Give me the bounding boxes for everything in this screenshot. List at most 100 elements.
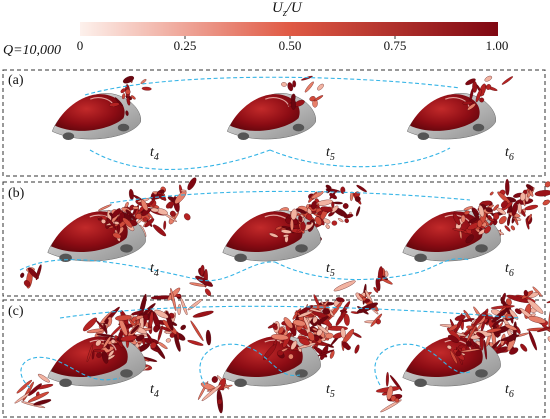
vortex-structure xyxy=(276,350,284,356)
vortex-structure xyxy=(466,325,477,342)
time-label: t4 xyxy=(150,145,159,163)
colorbar-tick-label: 0 xyxy=(76,38,84,53)
time-label: t6 xyxy=(505,382,514,400)
vortex-structure xyxy=(517,203,522,214)
vortex-structure xyxy=(527,299,544,314)
vortex-structure xyxy=(35,264,42,281)
vortex-structure xyxy=(108,350,115,357)
vortex-structure xyxy=(306,213,313,221)
vortex-structure xyxy=(312,327,318,332)
vortex-structure xyxy=(28,383,42,396)
vortex-structure xyxy=(120,335,137,342)
vortex-structure xyxy=(460,214,466,223)
vortex-structure xyxy=(150,341,157,349)
vortex-structure xyxy=(269,232,279,238)
vortex-structure xyxy=(180,297,188,316)
vortex-structure xyxy=(298,215,303,223)
vortex-structure xyxy=(472,209,479,219)
vortex-structure xyxy=(520,343,528,352)
vortex-structure xyxy=(489,220,494,226)
vortex-structure xyxy=(483,339,487,360)
vortex-structure xyxy=(199,264,205,277)
vortex-structure xyxy=(288,353,294,360)
trajectory-line xyxy=(374,343,471,386)
colorbar-tick-label: 1.00 xyxy=(485,38,509,53)
vortex-structure xyxy=(102,336,112,349)
vortex-structure xyxy=(33,399,52,406)
vortex-structure xyxy=(141,86,152,91)
vortex-structure xyxy=(290,98,297,110)
car-vortex-shell xyxy=(410,94,480,131)
vortex-structure xyxy=(283,317,293,329)
vortex-structure xyxy=(300,221,306,231)
vortex-structure xyxy=(448,324,458,332)
vortex-structure xyxy=(377,266,383,282)
vortex-structure xyxy=(130,324,140,335)
vortex-structure xyxy=(463,210,470,215)
vortex-structure xyxy=(114,221,120,225)
vortex-structure xyxy=(169,210,176,217)
vortex-structure xyxy=(530,186,534,192)
panel-label-b: (b) xyxy=(8,186,25,201)
vortex-structure xyxy=(380,399,402,413)
car-vortex-shell xyxy=(230,94,300,131)
vortex-structure xyxy=(463,206,473,211)
vortex-structure xyxy=(287,82,294,92)
vortex-structure xyxy=(330,205,339,213)
vortex-structure xyxy=(292,80,297,88)
vortex-structure xyxy=(322,308,331,315)
colorbar-tick-label: 0.25 xyxy=(173,38,197,53)
vortex-structure xyxy=(115,314,132,321)
vortex-structure xyxy=(217,398,223,405)
vortex-structure xyxy=(489,191,494,196)
vortex-structure xyxy=(384,270,389,277)
vortex-structure xyxy=(122,217,133,228)
vortex-structure xyxy=(313,95,324,102)
vortex-structure xyxy=(98,204,112,211)
time-label: t5 xyxy=(326,382,335,400)
vortex-structure xyxy=(519,192,526,201)
vortex-structure xyxy=(528,316,546,324)
trajectory-line xyxy=(274,258,471,281)
vortex-structure xyxy=(475,89,482,103)
vortex-structure xyxy=(275,226,283,231)
vortex-structure xyxy=(192,310,214,318)
vortex-structure xyxy=(356,184,367,193)
vortex-structure xyxy=(190,320,204,342)
vortex-structure xyxy=(111,208,121,218)
vortex-structure xyxy=(112,232,122,239)
vortex-structure xyxy=(447,334,459,343)
vortex-structure xyxy=(140,199,149,211)
vortex-structure xyxy=(160,326,172,332)
vortex-structure xyxy=(385,371,389,387)
vortex-structure xyxy=(95,339,102,347)
trajectory-line xyxy=(109,190,471,204)
colorbar xyxy=(80,22,498,36)
vortex-structure xyxy=(136,219,142,224)
car-vortex-shell xyxy=(225,211,303,253)
vortex-structure xyxy=(337,218,344,223)
vortex-structure xyxy=(83,317,97,332)
vortex-structure xyxy=(479,97,485,103)
vortex-structure xyxy=(489,218,495,222)
vortex-structure xyxy=(478,205,485,218)
vortex-structure xyxy=(325,332,334,339)
vortex-structure xyxy=(153,325,160,333)
vortex-structure xyxy=(335,297,345,303)
vortex-structure xyxy=(211,376,218,383)
vortex-structure xyxy=(283,234,289,238)
vortex-structure xyxy=(304,81,314,93)
vortex-structure xyxy=(342,203,349,209)
vortex-structure xyxy=(163,220,167,230)
trajectory-line xyxy=(89,149,271,170)
q-criterion-label: Q=10,000 xyxy=(3,43,62,58)
vortex-structure xyxy=(524,204,539,211)
vortex-structure xyxy=(449,350,458,365)
vortex-structure xyxy=(21,401,46,408)
vortex-structure xyxy=(477,219,483,228)
vortex-structure xyxy=(446,345,452,350)
car-vortex-shell xyxy=(55,94,125,131)
vortex-structure xyxy=(183,213,191,221)
vortex-structure xyxy=(267,323,278,329)
